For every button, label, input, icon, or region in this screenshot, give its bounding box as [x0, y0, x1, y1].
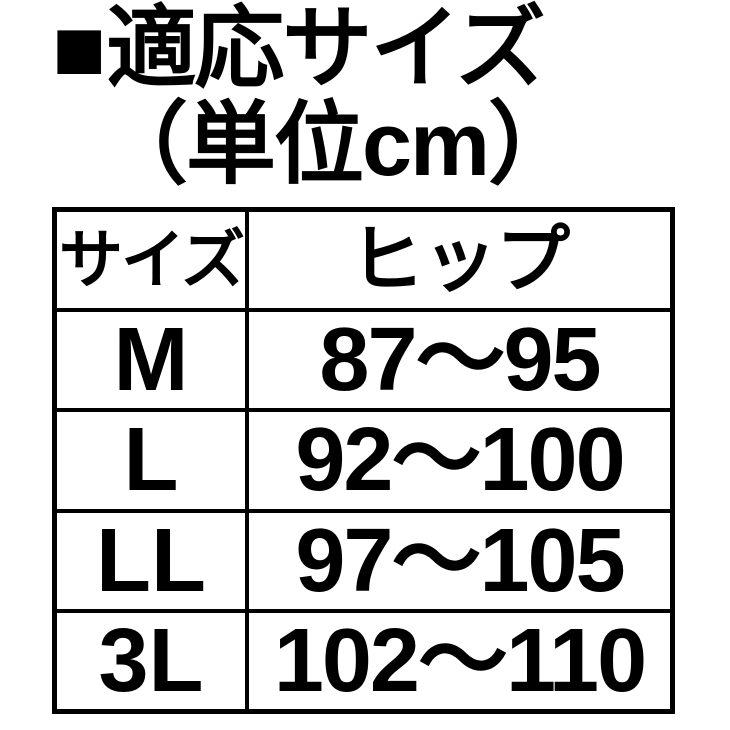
- page-subtitle: （単位cm）: [98, 95, 578, 195]
- table-row-ll-hip: 97〜105: [249, 512, 670, 609]
- size-table: サイズ ヒップ M 87〜95 L 92〜100 LL 97〜105 3L 10…: [52, 207, 675, 714]
- table-row-3l-size: 3L: [57, 612, 245, 709]
- table-row-l-size: L: [57, 412, 245, 509]
- table-row-ll-size: LL: [57, 512, 245, 609]
- black-square-bullet-icon: ■: [52, 0, 107, 99]
- table-header-size: サイズ: [57, 212, 245, 309]
- table-header-hip: ヒップ: [249, 212, 670, 309]
- page-title: ■適応サイズ: [52, 4, 546, 94]
- table-row-m-hip: 87〜95: [249, 312, 670, 409]
- table-row-l-hip: 92〜100: [249, 412, 670, 509]
- page-title-text: 適応サイズ: [106, 0, 545, 99]
- table-row-m-size: M: [57, 312, 245, 409]
- table-row-3l-hip: 102〜110: [249, 612, 670, 709]
